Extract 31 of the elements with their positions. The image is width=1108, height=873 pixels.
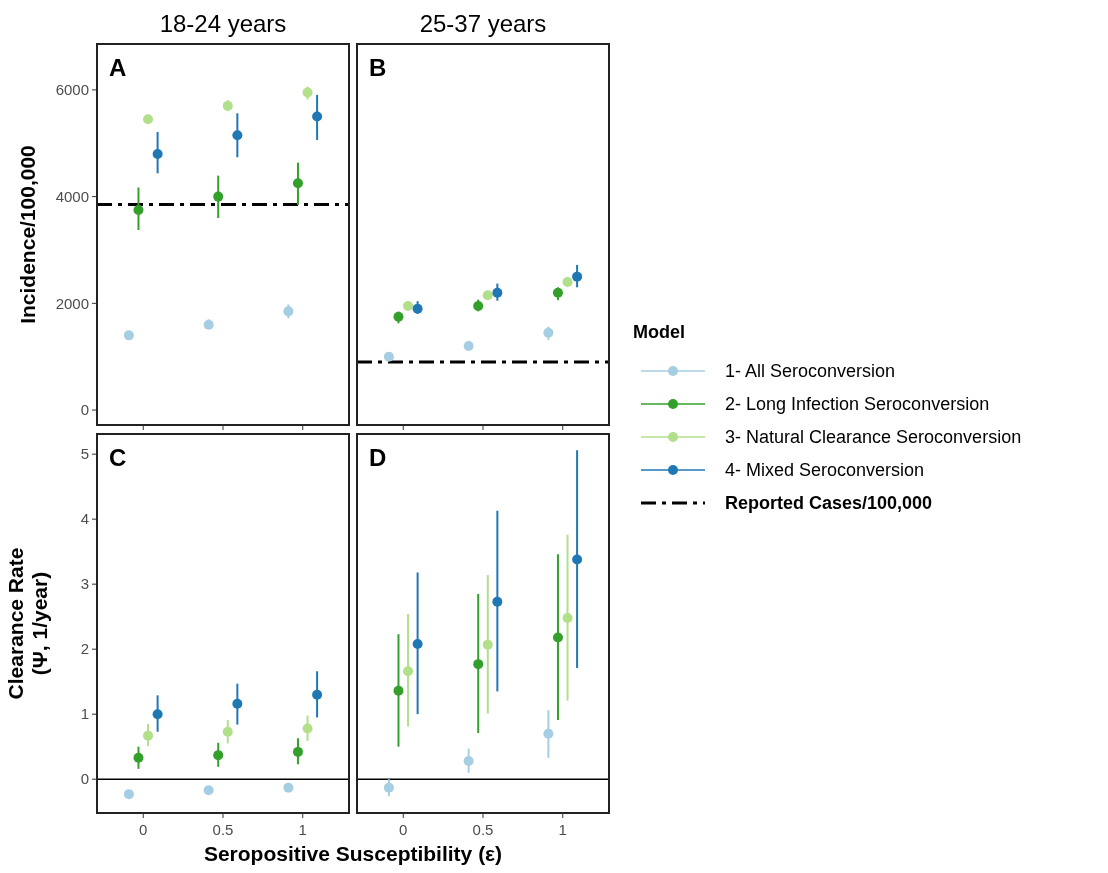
y-tick-label: 2000: [55, 294, 89, 312]
y-tick-label: 4: [80, 510, 89, 528]
annotation: C: [109, 444, 127, 471]
y-axis-title: Clearance Rate (Ψ, 1/year): [4, 547, 51, 700]
legend-label: 1- All Seroconversion: [725, 361, 896, 382]
legend-title: Model: [633, 322, 685, 342]
annotation: B: [369, 54, 387, 81]
x-tick-label: 1: [298, 821, 307, 838]
y-tick-label: 3: [80, 575, 89, 593]
y-tick-label: 6000: [55, 81, 89, 99]
y-tick-label: 4000: [55, 187, 89, 205]
chart-title: 25-37 years: [419, 10, 547, 37]
chart-title: 18-24 years: [159, 10, 287, 37]
y-tick-label: 0: [80, 770, 89, 788]
legend-label: Reported Cases/100,000: [725, 493, 933, 514]
y-axis-title: Incidence/100,000: [16, 145, 39, 324]
y-tick-label: 0: [80, 401, 89, 419]
x-tick-label: 0: [399, 821, 408, 838]
x-axis-title: Seropositive Susceptibility (ε): [203, 842, 503, 865]
x-tick-label: 0: [139, 821, 148, 838]
x-tick-label: 0.5: [472, 821, 494, 838]
legend-label: 4- Mixed Seroconversion: [725, 460, 925, 481]
legend-label: 2- Long Infection Seroconversion: [725, 394, 990, 415]
annotation: A: [109, 54, 127, 81]
legend-label: 3- Natural Clearance Seroconversion: [725, 427, 1022, 448]
y-tick-label: 5: [80, 445, 89, 463]
x-tick-label: 1: [558, 821, 567, 838]
x-tick-label: 0.5: [212, 821, 234, 838]
y-tick-label: 1: [80, 705, 89, 723]
y-tick-label: 2: [80, 640, 89, 658]
annotation: D: [369, 444, 387, 471]
